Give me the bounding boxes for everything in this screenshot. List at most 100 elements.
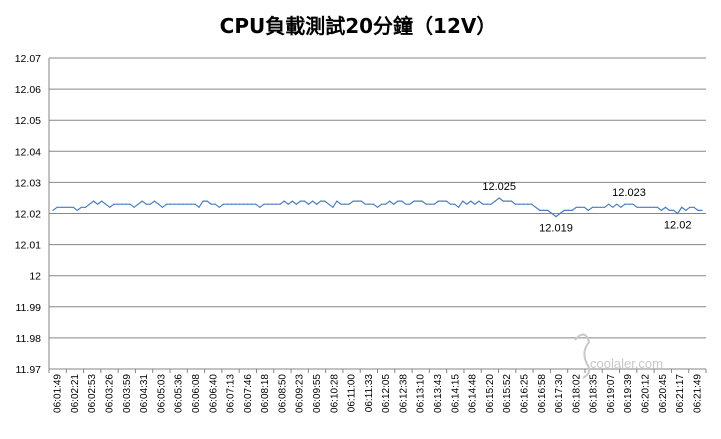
x-tick-label: 06:01:49 [53,374,64,413]
chart-title: CPU負載測試20分鐘（12V） [220,14,497,38]
data-point [693,206,695,208]
y-tick-label: 12.05 [15,115,41,127]
x-tick-label: 06:21:49 [692,374,703,413]
x-tick-label: 06:02:53 [87,374,98,413]
data-point [109,206,111,208]
data-point [608,203,610,205]
x-tick-label: 06:15:20 [485,374,496,413]
data-point [555,216,557,218]
data-point [389,200,391,202]
data-point [393,203,395,205]
data-point [153,200,155,202]
x-tick-label: 06:13:10 [416,374,427,413]
data-point [689,206,691,208]
data-label: 12.019 [539,223,573,235]
x-tick-label: 06:14:48 [468,374,479,413]
data-point [531,203,533,205]
data-point [243,203,245,205]
data-point [595,206,598,208]
data-point [149,203,151,205]
data-point [312,200,314,202]
data-point [498,197,500,199]
data-point [214,203,216,205]
data-point [226,203,228,205]
data-point [206,200,208,202]
x-tick-label: 06:05:36 [174,374,185,413]
x-tick-label: 06:05:03 [156,374,167,413]
x-axis: 06:01:49 06:02:21 06:02:53 06:03:26 06:03:59… [48,58,707,413]
data-point [364,203,366,205]
data-point [502,200,504,202]
data-point [141,200,143,202]
data-point [348,203,350,205]
y-tick-label: 12.02 [15,209,41,221]
data-label: 12.02 [664,220,692,232]
data-point [571,209,573,211]
x-tick-label: 06:10:28 [329,374,340,413]
data-point [385,203,387,205]
data-point [202,200,204,202]
watermark-logo-icon [574,333,591,379]
data-point [381,203,383,205]
data-point [129,203,131,205]
data-point [547,209,549,211]
data-point [604,206,606,208]
data-point [279,203,281,205]
data-point [612,206,614,208]
data-point [636,206,638,208]
data-point [685,209,687,211]
x-tick-label: 06:07:46 [243,374,254,413]
data-point [255,203,257,205]
data-point [267,203,269,205]
data-point [405,203,407,205]
data-point [299,200,301,202]
data-point [429,203,431,205]
data-point [510,200,512,202]
data-point [624,203,626,205]
data-annotations: 12.025 12.019 12.023 12.02 [482,181,691,235]
data-point [303,200,306,202]
data-point [234,203,237,205]
data-point [291,200,293,202]
y-tick-label: 11.98 [16,333,42,345]
x-tick-label: 06:04:31 [139,374,150,413]
data-point [372,203,374,205]
data-point [413,200,415,202]
x-tick-label: 06:06:08 [191,374,202,413]
x-tick-label: 06:03:26 [105,374,116,413]
data-point [401,200,403,202]
data-label: 12.023 [612,187,646,199]
data-point [668,209,671,211]
data-point [490,203,492,205]
data-point [259,206,261,208]
data-point [178,203,180,205]
data-point [518,203,521,205]
x-tick-label: 06:18:02 [571,374,582,413]
data-point [567,209,569,211]
data-point [157,203,160,205]
data-point [324,200,326,202]
gridlines [49,57,706,370]
y-axis-tick-labels: 12.07 12.06 12.05 12.04 12.03 12.02 12.01 12 11.… [15,53,41,376]
data-point [316,203,318,205]
data-point [506,200,508,202]
x-tick-label: 06:20:45 [658,374,669,413]
data-point [543,209,545,211]
data-point [535,206,537,208]
x-tick-label: 06:09:23 [295,374,306,413]
data-point [470,200,472,202]
data-point [677,212,679,215]
x-tick-label: 06:09:55 [312,374,323,413]
data-point [80,206,82,208]
data-point [514,203,517,205]
x-tick-label: 06:19:07 [606,374,617,413]
data-point [681,206,683,208]
data-point [190,203,192,205]
data-point [376,206,379,208]
data-point [198,206,200,208]
x-tick-label: 06:03:59 [122,374,133,413]
data-point [84,206,87,208]
data-point [336,200,338,202]
data-point [97,203,99,205]
